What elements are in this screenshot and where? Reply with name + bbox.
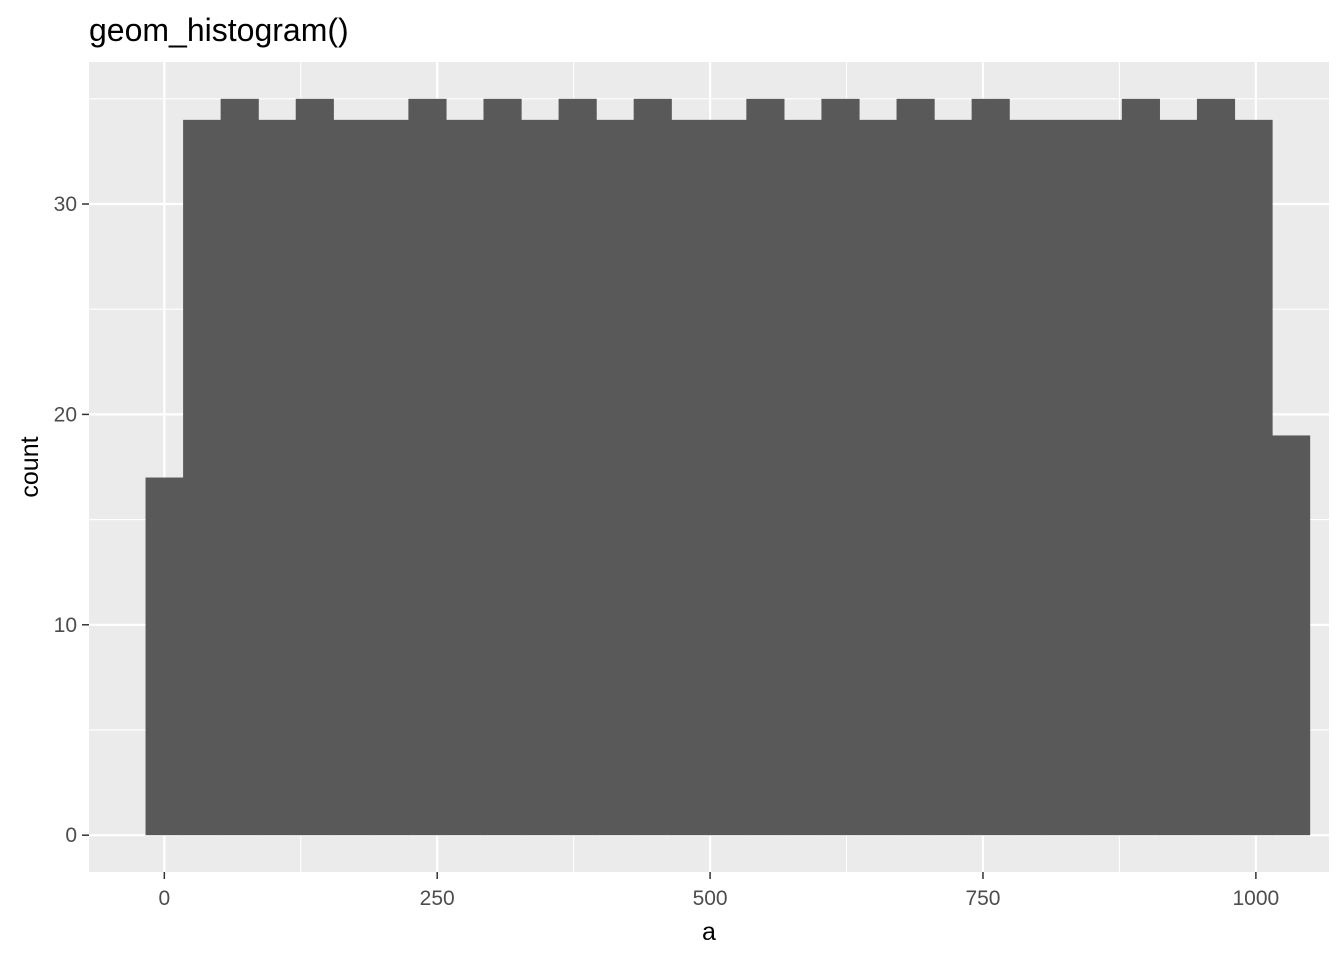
histogram-bar bbox=[1196, 98, 1236, 836]
x-axis: 0 250 500 750 1000 bbox=[158, 872, 1279, 910]
histogram-bar bbox=[671, 119, 710, 836]
histogram-bar bbox=[521, 119, 560, 836]
histogram-bar bbox=[746, 98, 785, 836]
x-tick-label: 1000 bbox=[1233, 887, 1280, 910]
y-tick-label: 30 bbox=[54, 193, 77, 216]
histogram-bar bbox=[483, 98, 522, 836]
x-tick-label: 750 bbox=[965, 887, 1000, 910]
x-axis-label: a bbox=[702, 918, 716, 946]
histogram-bar bbox=[445, 119, 485, 836]
histogram-bar bbox=[1272, 435, 1311, 836]
x-tick-label: 0 bbox=[158, 887, 170, 910]
histogram-bar bbox=[1121, 98, 1160, 836]
chart-title: geom_histogram() bbox=[89, 12, 349, 48]
histogram-bar bbox=[183, 119, 222, 836]
histogram-bar bbox=[1234, 119, 1273, 836]
histogram-bar bbox=[408, 98, 447, 836]
histogram-bar bbox=[145, 477, 184, 836]
histogram-bar bbox=[783, 119, 823, 836]
y-tick-label: 0 bbox=[65, 824, 77, 847]
histogram-bar bbox=[1009, 119, 1048, 836]
histogram-bar bbox=[821, 98, 860, 836]
histogram-bar bbox=[220, 98, 259, 836]
y-axis: 0 10 20 30 bbox=[54, 193, 89, 847]
histogram-bar bbox=[1084, 119, 1123, 836]
x-tick-label: 500 bbox=[693, 887, 728, 910]
y-axis-label: count bbox=[16, 436, 44, 497]
y-tick-label: 20 bbox=[54, 403, 77, 426]
histogram-bar bbox=[708, 119, 747, 836]
histogram-bar bbox=[1159, 119, 1198, 836]
histogram-bar bbox=[333, 119, 372, 836]
histogram-bar bbox=[370, 119, 409, 836]
histogram-bar bbox=[934, 119, 973, 836]
histogram-bar bbox=[858, 119, 898, 836]
histogram-bar bbox=[295, 98, 334, 836]
bars bbox=[145, 98, 1311, 836]
histogram-bar bbox=[971, 98, 1010, 836]
histogram-bar bbox=[633, 98, 672, 836]
x-tick-label: 250 bbox=[420, 887, 455, 910]
histogram-bar bbox=[1046, 119, 1085, 836]
histogram-bar bbox=[258, 119, 297, 836]
y-tick-label: 10 bbox=[54, 614, 77, 637]
histogram-bar bbox=[558, 98, 597, 836]
histogram-bar bbox=[896, 98, 935, 836]
histogram-bar bbox=[596, 119, 635, 836]
